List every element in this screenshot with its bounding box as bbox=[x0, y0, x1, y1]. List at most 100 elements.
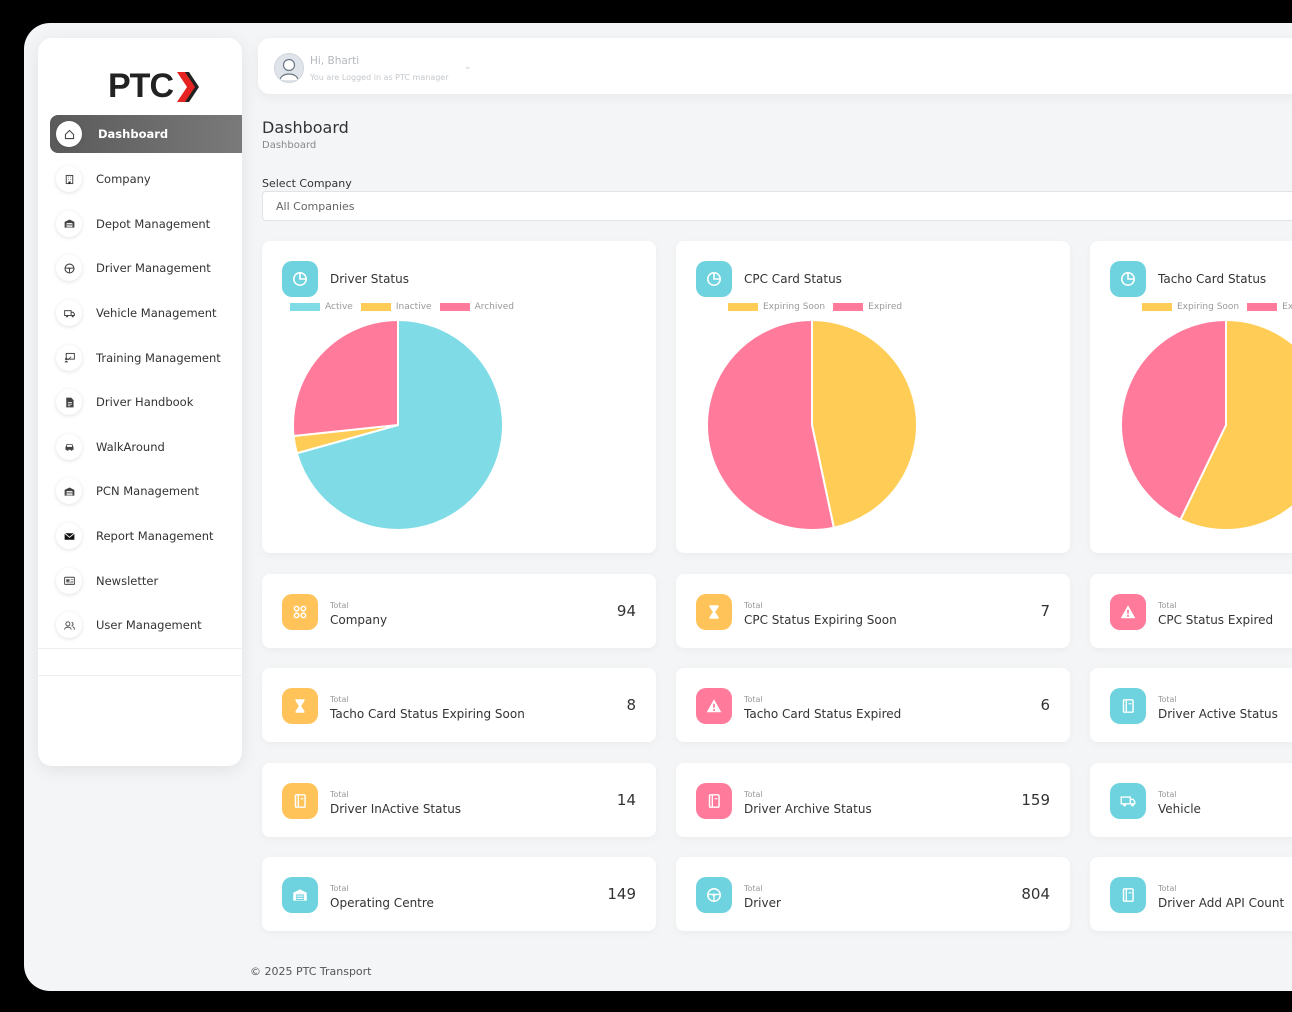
sidebar-item-vehicle-management[interactable]: Vehicle Management bbox=[38, 291, 242, 336]
pie-chart-icon bbox=[1110, 261, 1146, 297]
stat-card-driver[interactable]: Total Driver 804 bbox=[676, 857, 1070, 931]
pie-slice-expired[interactable] bbox=[1120, 319, 1227, 521]
truck-icon bbox=[63, 309, 75, 317]
stat-total-label: Total bbox=[330, 601, 349, 610]
stat-total-label: Total bbox=[330, 790, 349, 799]
legend-item[interactable]: Active bbox=[290, 302, 353, 312]
sidebar-item-label: Depot Management bbox=[96, 216, 211, 231]
ptc-logo[interactable]: PTC bbox=[108, 67, 201, 106]
sidebar-item-driver-management[interactable]: Driver Management bbox=[38, 246, 242, 291]
stat-icon bbox=[696, 594, 732, 630]
stat-card-driver-inactive-status[interactable]: Total Driver InActive Status 14 bbox=[262, 763, 656, 837]
sidebar-item-label: Training Management bbox=[96, 350, 221, 365]
sidebar-item-depot-management[interactable]: Depot Management bbox=[38, 202, 242, 247]
sidebar-item-company[interactable]: Company bbox=[38, 157, 242, 202]
home-icon bbox=[64, 129, 74, 139]
stat-total-label: Total bbox=[1158, 884, 1177, 893]
stat-value: 149 bbox=[607, 885, 636, 903]
stat-card-driver-archive-status[interactable]: Total Driver Archive Status 159 bbox=[676, 763, 1070, 837]
legend-label: Expired bbox=[1282, 302, 1292, 312]
stat-card-tacho-card-status-expiring-soon[interactable]: Total Tacho Card Status Expiring Soon 8 bbox=[262, 668, 656, 742]
stat-card-cpc-status-expired[interactable]: Total CPC Status Expired bbox=[1090, 574, 1292, 648]
sidebar-item-newsletter[interactable]: Newsletter bbox=[38, 558, 242, 603]
warehouse-icon bbox=[293, 889, 307, 901]
legend-label: Inactive bbox=[395, 302, 432, 312]
pie-chart-icon bbox=[282, 261, 318, 297]
legend-swatch bbox=[1247, 303, 1278, 311]
sidebar-item-label: Newsletter bbox=[96, 573, 159, 588]
page-title: Dashboard bbox=[262, 118, 349, 137]
sidebar-item-icon bbox=[56, 121, 82, 147]
chart-title: Tacho Card Status bbox=[1158, 272, 1267, 286]
pie-slice-expiring-soon[interactable] bbox=[811, 319, 918, 529]
legend-swatch bbox=[360, 303, 391, 311]
company-select[interactable]: All Companies bbox=[262, 191, 1292, 221]
sidebar-item-dashboard[interactable]: Dashboard bbox=[50, 115, 242, 153]
sidebar-item-pcn-management[interactable]: PCN Management bbox=[38, 469, 242, 514]
stat-label: CPC Status Expiring Soon bbox=[744, 613, 897, 627]
legend-item[interactable]: Expiring Soon bbox=[1142, 302, 1239, 312]
stat-total-label: Total bbox=[744, 884, 763, 893]
stat-value: 7 bbox=[1040, 602, 1050, 620]
app-window: PTC Dashboard Company Depot Management Driv… bbox=[24, 23, 1292, 991]
stat-label: Vehicle bbox=[1158, 802, 1201, 816]
stat-card-vehicle[interactable]: Total Vehicle bbox=[1090, 763, 1292, 837]
legend-item[interactable]: Archived bbox=[439, 302, 514, 312]
chevron-down-icon[interactable]: ⌄ bbox=[464, 62, 472, 72]
sidebar-item-report-management[interactable]: Report Management bbox=[38, 514, 242, 559]
stat-icon bbox=[282, 783, 318, 819]
stat-card-driver-active-status[interactable]: Total Driver Active Status bbox=[1090, 668, 1292, 742]
sidebar-item-training-management[interactable]: Training Management bbox=[38, 335, 242, 380]
user-avatar-icon bbox=[279, 58, 299, 80]
pie-icon bbox=[1121, 272, 1135, 286]
stat-card-company[interactable]: Total Company 94 bbox=[262, 574, 656, 648]
breadcrumb[interactable]: Dashboard bbox=[262, 140, 317, 151]
pie-icon bbox=[707, 272, 721, 286]
stat-icon bbox=[696, 688, 732, 724]
sidebar-item-icon bbox=[56, 478, 82, 505]
sidebar-item-icon bbox=[56, 300, 82, 327]
stat-value: 14 bbox=[616, 791, 636, 809]
legend-item[interactable]: Expired bbox=[1247, 302, 1292, 312]
legend-label: Archived bbox=[474, 302, 514, 312]
sidebar-item-icon bbox=[56, 255, 82, 282]
legend-item[interactable]: Expiring Soon bbox=[728, 302, 825, 312]
sidebar-item-walkaround[interactable]: WalkAround bbox=[38, 425, 242, 470]
sidebar: PTC Dashboard Company Depot Management Driv… bbox=[38, 38, 242, 766]
sidebar-item-icon bbox=[56, 210, 82, 237]
stat-card-cpc-status-expiring-soon[interactable]: Total CPC Status Expiring Soon 7 bbox=[676, 574, 1070, 648]
stat-label: Company bbox=[330, 613, 388, 627]
legend-item[interactable]: Inactive bbox=[360, 302, 432, 312]
warehouse-icon bbox=[64, 219, 74, 228]
legend-item[interactable]: Expired bbox=[833, 302, 902, 312]
stat-label: CPC Status Expired bbox=[1158, 613, 1274, 627]
pie-slice-active[interactable] bbox=[295, 319, 504, 531]
book-icon bbox=[1122, 699, 1134, 713]
book-icon bbox=[1122, 888, 1134, 902]
sidebar-item-user-management[interactable]: User Management bbox=[38, 603, 242, 648]
pie-slice-expired[interactable] bbox=[706, 319, 836, 531]
sidebar-item-icon bbox=[56, 523, 82, 550]
steering-wheel-icon bbox=[707, 888, 721, 902]
user-menu[interactable]: Hi, Bharti You are Logged in as PTC mana… bbox=[274, 48, 474, 88]
pie-slice-expiring-soon[interactable] bbox=[1179, 319, 1292, 531]
legend-label: Expiring Soon bbox=[763, 302, 826, 312]
legend-label: Expired bbox=[868, 302, 903, 312]
stat-icon bbox=[282, 594, 318, 630]
pie-slice-archived[interactable] bbox=[292, 319, 399, 438]
chart-legend: Active Inactive Archived bbox=[290, 302, 522, 312]
stat-total-label: Total bbox=[744, 790, 763, 799]
stat-card-driver-add-api-count[interactable]: Total Driver Add API Count bbox=[1090, 857, 1292, 931]
chart-title: CPC Card Status bbox=[744, 272, 842, 286]
sidebar-item-driver-handbook[interactable]: Driver Handbook bbox=[38, 380, 242, 425]
sidebar-item-label: Report Management bbox=[96, 529, 214, 544]
stat-card-operating-centre[interactable]: Total Operating Centre 149 bbox=[262, 857, 656, 931]
training-icon bbox=[64, 353, 75, 363]
legend-swatch bbox=[833, 303, 864, 311]
stat-label: Operating Centre bbox=[330, 896, 434, 910]
steering-wheel-icon bbox=[63, 263, 75, 274]
stat-card-tacho-card-status-expired[interactable]: Total Tacho Card Status Expired 6 bbox=[676, 668, 1070, 742]
stat-label: Tacho Card Status Expired bbox=[744, 707, 902, 721]
footer-copyright: © 2025 PTC Transport bbox=[250, 965, 372, 978]
pie-chart bbox=[1120, 319, 1292, 531]
